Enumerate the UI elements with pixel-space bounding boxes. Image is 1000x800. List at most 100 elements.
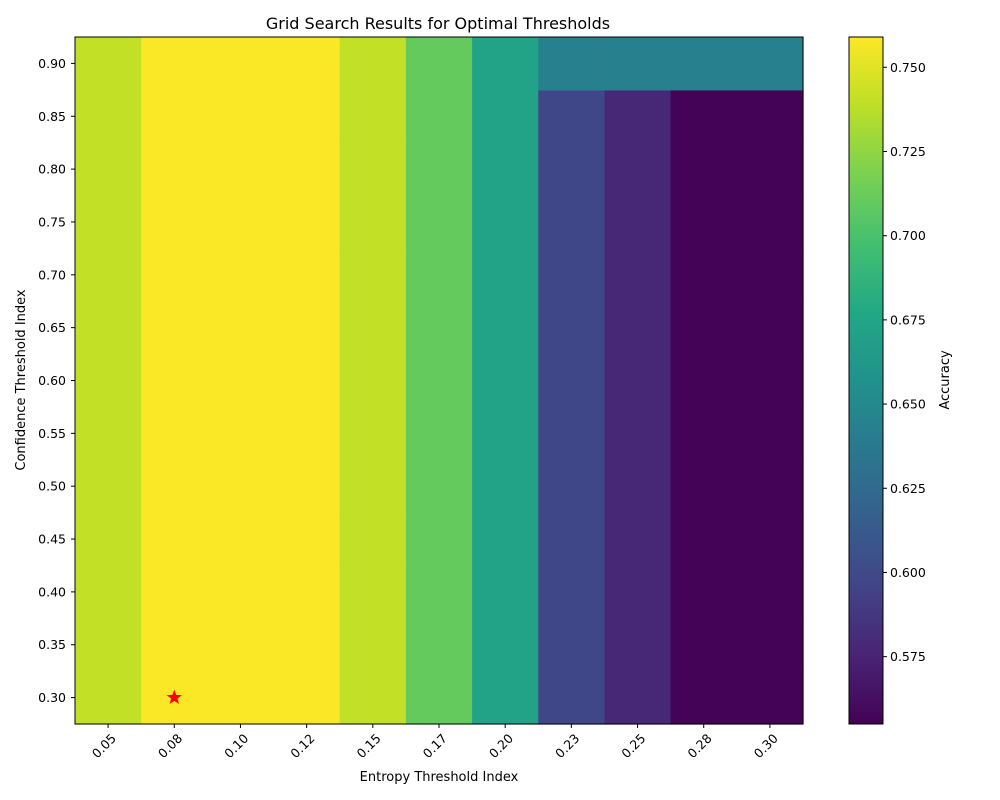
heatmap-cell: [207, 354, 275, 408]
heatmap-cell: [472, 406, 539, 461]
heatmap-cell: [472, 618, 539, 672]
x-tick-label: 0.25: [618, 731, 648, 761]
colorbar-tick-label: 0.675: [890, 312, 926, 327]
heatmap-cell: [207, 512, 275, 567]
heatmap-cell: [339, 406, 407, 461]
heatmap-cell: [273, 565, 341, 619]
heatmap-cell: [273, 459, 341, 514]
heatmap-cell: [604, 565, 672, 619]
x-axis: 0.05 0.08 0.10 0.12 0.15 0.17 0.20 0.23 0.25 0.28…: [89, 724, 781, 761]
heatmap-cell: [538, 37, 606, 91]
heatmap-cell: [273, 512, 341, 567]
heatmap-cell: [207, 89, 275, 144]
heatmap-cell: [604, 512, 672, 567]
heatmap-cell: [405, 301, 473, 355]
heatmap-cell: [538, 671, 606, 725]
heatmap-cell: [141, 618, 208, 672]
heatmap-cell: [670, 459, 738, 514]
heatmap-cell: [736, 195, 804, 249]
x-tick-label: 0.08: [155, 731, 185, 761]
heatmap-cell: [207, 142, 275, 197]
x-tick-label: 0.12: [287, 731, 317, 761]
heatmap-cell: [405, 512, 473, 567]
heatmap-cell: [670, 671, 738, 725]
heatmap-cell: [75, 565, 142, 619]
colorbar-tick-label: 0.700: [890, 228, 926, 243]
heatmap-cell: [75, 406, 142, 461]
y-tick-label: 0.85: [38, 109, 66, 124]
heatmap-cell: [538, 248, 606, 302]
heatmap-cell: [141, 565, 208, 619]
heatmap-cell: [75, 671, 142, 725]
heatmap-cell: [670, 406, 738, 461]
y-tick-label: 0.80: [38, 162, 66, 177]
heatmap-cell: [339, 37, 407, 91]
heatmap-cell: [736, 406, 804, 461]
heatmap-cell: [472, 195, 539, 249]
heatmap-cell: [339, 671, 407, 725]
heatmap-cell: [75, 512, 142, 567]
heatmap-cell: [670, 354, 738, 408]
heatmap-cell: [339, 89, 407, 144]
heatmap-cell: [75, 195, 142, 249]
heatmap-cell: [604, 301, 672, 355]
heatmap-cell: [405, 142, 473, 197]
heatmap-cell: [736, 671, 804, 725]
heatmap-cell: [273, 354, 341, 408]
x-tick-label: 0.17: [420, 731, 450, 761]
x-tick-label: 0.20: [486, 731, 516, 761]
y-tick-label: 0.60: [38, 373, 66, 388]
heatmap-cell: [273, 671, 341, 725]
heatmap-cell: [604, 354, 672, 408]
heatmap-cell: [207, 248, 275, 302]
heatmap-cell: [273, 89, 341, 144]
heatmap-cell: [273, 37, 341, 91]
heatmap-cell: [604, 459, 672, 514]
heatmap-cell: [207, 565, 275, 619]
heatmap-cell: [538, 406, 606, 461]
heatmap-cell: [141, 354, 208, 408]
heatmap-cell: [736, 512, 804, 567]
colorbar-tick-label: 0.600: [890, 565, 926, 580]
colorbar: [848, 36, 884, 725]
heatmap-cell: [273, 195, 341, 249]
heatmap-cell: [670, 618, 738, 672]
y-tick-label: 0.75: [38, 214, 66, 229]
heatmap-cell: [736, 459, 804, 514]
heatmap-cell: [75, 301, 142, 355]
heatmap-cell: [405, 89, 473, 144]
heatmap-cell: [141, 195, 208, 249]
heatmap-cell: [273, 301, 341, 355]
heatmap-cell: [538, 459, 606, 514]
heatmap-cell: [670, 37, 738, 91]
heatmap-cell: [604, 618, 672, 672]
y-tick-label: 0.55: [38, 426, 66, 441]
heatmap-cell: [405, 565, 473, 619]
heatmap-cell: [538, 512, 606, 567]
heatmap-cell: [472, 459, 539, 514]
heatmap-cell: [736, 142, 804, 197]
heatmap-cell: [339, 512, 407, 567]
heatmap-cell: [207, 301, 275, 355]
heatmap-cell: [736, 89, 804, 144]
y-tick-label: 0.65: [38, 320, 66, 335]
colorbar-tick-label: 0.725: [890, 144, 926, 159]
heatmap-cell: [604, 671, 672, 725]
heatmap-cell: [207, 406, 275, 461]
heatmap-cell: [472, 248, 539, 302]
y-tick-label: 0.40: [38, 584, 66, 599]
heatmap-cell: [273, 618, 341, 672]
heatmap-cell: [670, 512, 738, 567]
heatmap-cell: [405, 671, 473, 725]
heatmap-cell: [141, 406, 208, 461]
heatmap-cell: [207, 37, 275, 91]
heatmap-cell: [604, 89, 672, 144]
heatmap-cell: [538, 89, 606, 144]
heatmap-cell: [75, 142, 142, 197]
best-point-star-icon: [166, 689, 182, 705]
x-tick-label: 0.10: [221, 731, 251, 761]
heatmap-cell: [405, 618, 473, 672]
heatmap-cell: [472, 671, 539, 725]
x-tick-label: 0.05: [89, 731, 119, 761]
